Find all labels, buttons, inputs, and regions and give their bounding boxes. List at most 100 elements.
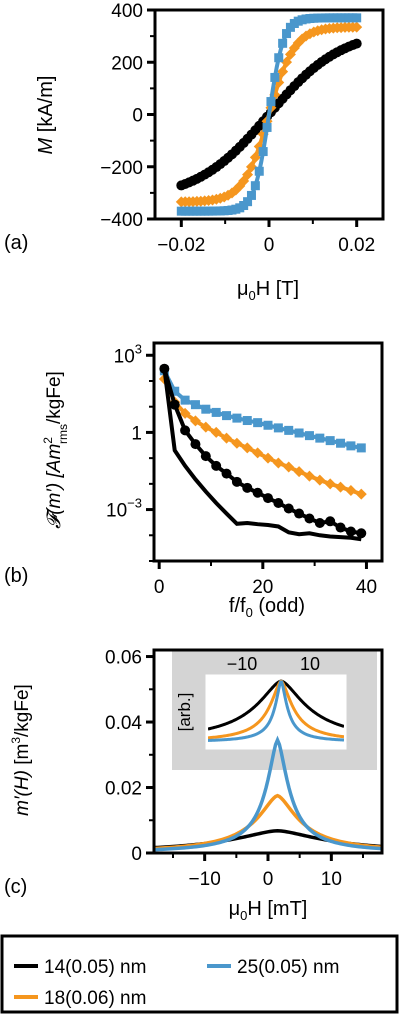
panel-b-y-tick-label: 1 xyxy=(131,423,142,444)
panel-a: −400 −200 0 200 400 −0.02 0 0.02 M [kA/m] μ0H … xyxy=(4,1,385,303)
panel-b-x-tick-label: 20 xyxy=(252,577,273,598)
inset-series-d25-line xyxy=(208,680,344,742)
panel-c-series-d25-line xyxy=(154,735,382,852)
panel-c-y-tick-labels: 0 0.02 0.04 0.06 xyxy=(105,648,142,865)
panel-b-point-d14 xyxy=(294,508,305,519)
panel-a-point-d25 xyxy=(266,97,276,107)
panel-b-x-tick-label: 0 xyxy=(154,577,165,598)
panel-a-y-tick-label: −200 xyxy=(100,158,143,179)
panel-b-point-d25 xyxy=(253,418,263,428)
panel-c-series-d18-line xyxy=(154,793,382,851)
panel-b-y-tick-label: 103 xyxy=(114,341,142,367)
panel-b-point-d25 xyxy=(325,436,335,446)
panel-a-point-d25 xyxy=(262,122,272,132)
panel-a-label: (a) xyxy=(4,232,28,254)
panel-c-y-tick-label: 0.02 xyxy=(105,779,142,800)
panel-b-point-d14 xyxy=(211,460,222,471)
panel-a-point-d14 xyxy=(351,38,362,49)
inset-data xyxy=(208,679,344,742)
panel-b-point-d18 xyxy=(324,478,336,490)
panel-a-point-d25 xyxy=(246,190,256,200)
panel-c-y-tick-label: 0 xyxy=(131,844,142,865)
panel-b-point-d25 xyxy=(304,431,314,441)
panel-a-point-d25 xyxy=(250,181,260,191)
panel-a-point-d18 xyxy=(249,151,261,163)
panel-b-point-d25 xyxy=(356,443,366,453)
panel-c-data xyxy=(154,735,382,852)
panel-b-point-d18 xyxy=(252,447,264,459)
panel-a-point-d18 xyxy=(277,66,289,78)
panel-b-point-d25 xyxy=(190,400,200,410)
panel-b-point-d25 xyxy=(242,416,252,426)
panel-b-point-d25 xyxy=(211,407,221,417)
panel-b-point-d18 xyxy=(293,466,305,478)
inset-ticks xyxy=(240,677,312,690)
legend-label-d18: 18(0.06) nm xyxy=(44,988,146,1009)
panel-b-point-d14 xyxy=(335,522,346,533)
panel-a-x-tick-labels: −0.02 0 0.02 xyxy=(157,235,375,256)
panel-a-point-d25 xyxy=(270,72,280,82)
panel-b-point-d18 xyxy=(335,481,347,493)
panel-b-data xyxy=(158,363,367,542)
panel-b-point-d25 xyxy=(273,423,283,433)
panel-b-point-d14 xyxy=(263,493,273,504)
panel-a-data xyxy=(175,13,363,216)
panel-b-point-d14 xyxy=(231,476,242,487)
panel-b-point-d18 xyxy=(262,452,274,464)
panel-b-y-tick-labels: 103 1 10−3 xyxy=(106,341,142,521)
panel-b-x-tick-labels: 0 20 40 xyxy=(154,577,377,598)
panel-a-point-d25 xyxy=(243,197,253,207)
panel-a-point-d18 xyxy=(242,169,254,181)
panel-c-x-tick-label: −10 xyxy=(189,869,221,890)
panel-b-point-d18 xyxy=(314,474,326,486)
panel-b-point-d14 xyxy=(356,528,367,539)
panel-b-point-d25 xyxy=(315,433,325,443)
panel-b-ticks xyxy=(146,353,368,569)
panel-b-point-d18 xyxy=(200,421,212,433)
panel-c-ticks xyxy=(146,655,364,861)
panel-b-point-d25 xyxy=(232,413,242,423)
panel-b-y-tick-label: 10−3 xyxy=(106,496,142,522)
panel-b-point-d18 xyxy=(345,485,357,497)
inset-x-tick-labels: −10 10 xyxy=(227,654,320,674)
panel-b-point-d25 xyxy=(222,411,232,421)
panel-c-y-tick-label: 0.06 xyxy=(105,648,142,669)
panel-a-point-d18 xyxy=(300,30,312,42)
panel-b-point-d18 xyxy=(272,457,284,469)
panel-a-point-d25 xyxy=(352,13,362,23)
panel-c-y-tick-label: 0.04 xyxy=(105,713,142,734)
panel-b-series-d14-line-2 xyxy=(162,368,362,536)
panel-b-point-d18 xyxy=(231,437,243,449)
panel-b-point-d14 xyxy=(190,439,201,450)
panel-a-y-axis-label: M [kA/m] xyxy=(35,76,57,155)
panel-a-y-tick-labels: −400 −200 0 200 400 xyxy=(100,1,143,231)
panel-a-series-d25-line xyxy=(181,15,357,214)
panel-b-point-d14 xyxy=(180,425,191,436)
panel-b-point-d25 xyxy=(263,420,273,430)
panel-a-y-tick-label: 200 xyxy=(111,53,143,74)
inset-x-tick-label: −10 xyxy=(227,654,258,674)
legend-label-d25: 25(0.05) nm xyxy=(237,957,339,978)
panel-a-point-d25 xyxy=(258,147,268,157)
panel-b-frame xyxy=(152,341,384,563)
panel-b-point-d18 xyxy=(303,470,315,482)
panel-c-y-axis-label: m′(H) [m3/kgFe] xyxy=(9,684,33,816)
inset-series-d18-line xyxy=(208,679,344,740)
panel-a-point-d25 xyxy=(282,29,292,39)
panel-b-point-d25 xyxy=(201,404,211,414)
panel-a-x-tick-label: 0.02 xyxy=(338,235,375,256)
panel-b-point-d25 xyxy=(284,425,294,435)
panel-b-point-d25 xyxy=(170,386,180,396)
panel-b-point-d14 xyxy=(273,498,284,509)
panel-b-point-d14 xyxy=(242,482,253,493)
panel-b-label: (b) xyxy=(4,565,28,587)
panel-b-point-d25 xyxy=(336,438,346,448)
panel-a-x-axis-label: μ0H [T] xyxy=(237,278,299,303)
panel-c-x-tick-labels: −10 0 10 xyxy=(189,869,342,890)
legend: 14(0.05) nm 25(0.05) nm 18(0.06) nm xyxy=(0,934,399,1014)
panel-b: 103 1 10−3 0 20 40 𝓕(m′) [Am2rms/kgFe] f/f0 … xyxy=(4,341,384,620)
panel-b-point-d18 xyxy=(210,426,222,438)
panel-b-point-d14 xyxy=(200,451,211,462)
panel-b-point-d14 xyxy=(325,516,336,527)
panel-a-point-d25 xyxy=(278,38,288,48)
